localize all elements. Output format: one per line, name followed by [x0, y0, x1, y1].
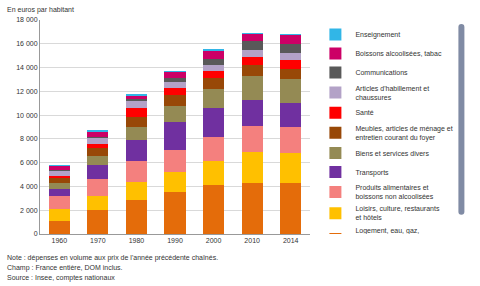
svg-text:4 000: 4 000: [20, 183, 38, 190]
svg-text:6 000: 6 000: [20, 159, 38, 166]
svg-text:12 000: 12 000: [16, 88, 38, 95]
svg-text:En euros par habitant: En euros par habitant: [7, 6, 74, 14]
svg-text:Note : dépenses en volume aux: Note : dépenses en volume aux prix de l'…: [7, 254, 218, 262]
svg-text:Enseignement: Enseignement: [355, 31, 400, 39]
svg-text:Communications: Communications: [355, 69, 408, 76]
svg-text:Biens et services divers: Biens et services divers: [355, 150, 429, 157]
svg-text:10 000: 10 000: [16, 112, 38, 119]
svg-text:2010: 2010: [244, 237, 260, 244]
svg-text:Transports: Transports: [355, 169, 389, 177]
svg-text:Loisirs, culture, restaurantse: Loisirs, culture, restaurantset hôtels: [355, 205, 440, 221]
html-text:combustibles: combustibles: [355, 244, 397, 252]
svg-text:0: 0: [34, 230, 38, 237]
svg-text:Boissons alcoolisées, tabac: Boissons alcoolisées, tabac: [355, 50, 441, 57]
svg-text:2014: 2014: [283, 237, 299, 244]
svg-text:1990: 1990: [167, 237, 183, 244]
svg-text:Articles d'habillement etchaus: Articles d'habillement etchaussures: [355, 85, 429, 101]
svg-text:16 000: 16 000: [16, 40, 38, 47]
svg-text:14 000: 14 000: [16, 64, 38, 71]
svg-text:2000: 2000: [206, 237, 222, 244]
svg-text:1970: 1970: [90, 237, 106, 244]
svg-text:2 000: 2 000: [20, 207, 38, 214]
svg-text:Santé: Santé: [355, 109, 373, 116]
svg-text:18 000: 18 000: [16, 16, 38, 23]
svg-text:Produits alimentaires etboisso: Produits alimentaires etboissons non alc…: [355, 184, 433, 200]
svg-text:1960: 1960: [52, 237, 68, 244]
svg-text:Logement, eau, gaz,électricité: Logement, eau, gaz,électricité et autres…: [355, 227, 419, 234]
svg-text:Champ : France entière, DOM in: Champ : France entière, DOM inclus.: [7, 264, 123, 272]
svg-text:1980: 1980: [129, 237, 145, 244]
svg-text:8 000: 8 000: [20, 135, 38, 142]
svg-text:Source : Insee, comptes nation: Source : Insee, comptes nationaux: [7, 274, 115, 282]
svg-text:Meubles, articles de ménage et: Meubles, articles de ménage etentretien …: [355, 125, 452, 142]
